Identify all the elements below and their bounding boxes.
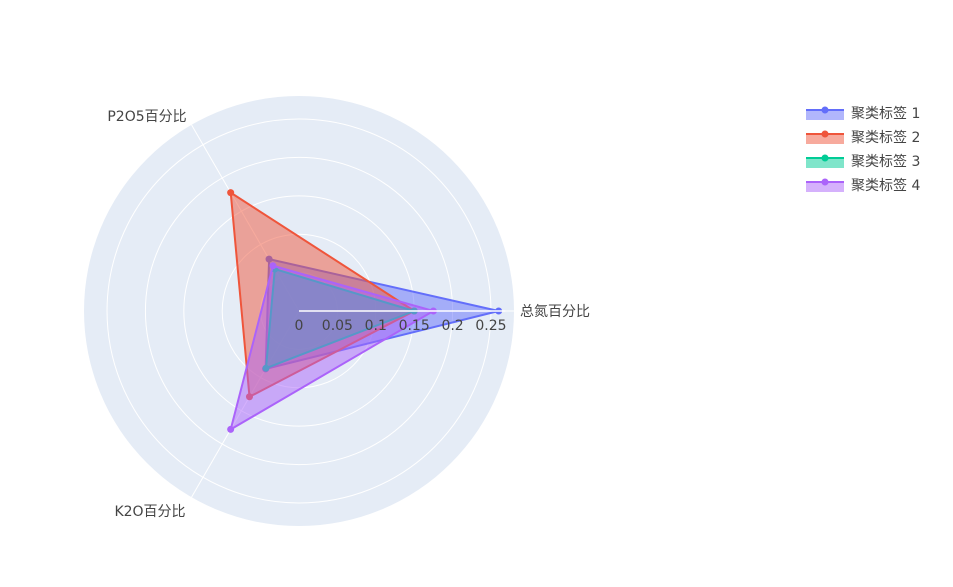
legend-marker [821, 178, 829, 186]
radial-tick-labels: 0 0.05 0.1 0.15 0.2 0.25 [295, 310, 507, 334]
legend-item[interactable]: 聚类标签 4 [806, 177, 920, 194]
radial-tick-label: 0.1 [365, 318, 387, 334]
legend-swatch [806, 158, 844, 168]
radial-tick-label: 0.15 [399, 318, 430, 334]
legend-marker [821, 154, 829, 162]
radial-tick-label: 0.2 [441, 318, 463, 334]
legend-item[interactable]: 聚类标签 1 [806, 105, 920, 122]
radial-tick-label: 0.25 [475, 318, 506, 334]
series-layer [227, 189, 503, 433]
radial-tick-label: 0.05 [322, 318, 353, 334]
angular-axis-labels: 总氮百分比 P2O5百分比 K2O百分比 [107, 109, 590, 520]
data-point[interactable] [227, 425, 235, 433]
angular-axis-label: 总氮百分比 [520, 304, 590, 320]
legend-item[interactable]: 聚类标签 3 [806, 153, 920, 170]
legend-item[interactable]: 聚类标签 2 [806, 129, 920, 146]
legend-label: 聚类标签 3 [851, 153, 920, 170]
series-area[interactable] [229, 264, 436, 432]
legend[interactable]: 聚类标签 1 聚类标签 2 聚类标签 3 聚类标签 4 [806, 105, 920, 194]
legend-label: 聚类标签 1 [851, 105, 920, 122]
data-point[interactable] [269, 262, 277, 270]
legend-label: 聚类标签 2 [851, 129, 920, 146]
series-4[interactable] [227, 262, 437, 433]
legend-swatch [806, 110, 844, 120]
data-point[interactable] [227, 189, 235, 197]
legend-label: 聚类标签 4 [851, 177, 920, 194]
legend-marker [821, 106, 829, 114]
radial-tick-label: 0 [295, 318, 304, 334]
legend-swatch [806, 134, 844, 144]
angular-axis-label: K2O百分比 [114, 504, 185, 520]
legend-marker [821, 130, 829, 138]
legend-swatch [806, 182, 844, 192]
angular-axis-label: P2O5百分比 [107, 109, 186, 125]
